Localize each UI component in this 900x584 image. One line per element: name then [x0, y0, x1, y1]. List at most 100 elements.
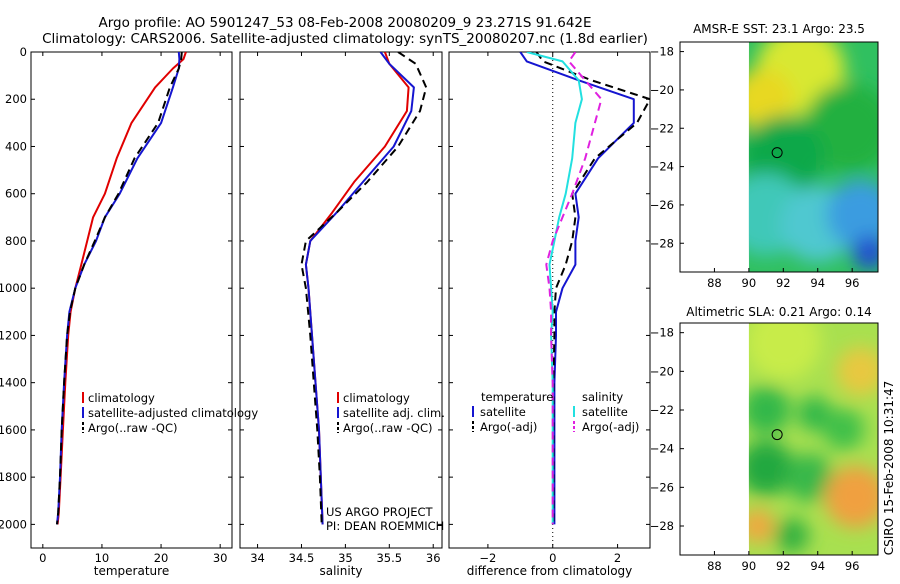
difference-legend-label: satellite [480, 405, 526, 419]
difference-series-temperature-satellite [519, 52, 635, 525]
sla_map-field-blob [748, 508, 775, 544]
difference-axes-frame [448, 51, 651, 549]
sst_map-ytick-label: −26 [650, 198, 674, 212]
timestamp-label: CSIRO 15-Feb-2008 10:31:47 [882, 381, 896, 556]
temperature-series-argo-raw-qc- [56, 52, 183, 525]
figure-title-line2: Climatology: CARS2006. Satellite-adjuste… [42, 31, 648, 47]
sla_map-title: Altimetric SLA: 0.21 Argo: 0.14 [686, 305, 871, 319]
temperature-ytick-label: 0 [20, 45, 27, 59]
salinity-legend-label: Argo(..raw -QC) [343, 421, 433, 435]
temperature-xtick-label: 30 [213, 551, 228, 565]
temperature-series-group [56, 52, 187, 525]
temperature-xtick-label: 0 [39, 551, 46, 565]
difference-xtick-label: 2 [614, 551, 621, 565]
temperature-xlabel: temperature [94, 564, 169, 578]
salinity-legend-label: climatology [343, 391, 410, 405]
temperature-legend-label: Argo(..raw -QC) [88, 421, 178, 435]
salinity-xtick-label: 34.5 [289, 551, 315, 565]
sst_map-ytick-label: −22 [650, 121, 674, 135]
sst_map-field-blobs [748, 42, 878, 271]
sst_map-xtick-label: 88 [707, 276, 722, 290]
temperature-ytick-label: 600 [5, 187, 27, 201]
sst_map-xtick-label: 92 [776, 276, 791, 290]
salinity-xtick-label: 34 [250, 551, 265, 565]
sla_map-xtick-label: 90 [742, 559, 757, 573]
sst_map-frame [679, 41, 879, 273]
sla_map-ytick-label: −26 [650, 480, 674, 494]
sla_map-field-blob [748, 323, 822, 381]
sst_map-xtick-label: 96 [845, 276, 860, 290]
sla_map-field-blobs [748, 323, 878, 553]
temperature-legend-label: climatology [88, 391, 155, 405]
difference-xtick-label: −2 [479, 551, 496, 565]
project-annotation: PI: DEAN ROEMMICH [326, 519, 444, 533]
sla_map-ytick-label: −22 [650, 403, 674, 417]
sla_map-ytick-label: −28 [650, 519, 674, 533]
temperature-ytick-label: 1400 [0, 376, 27, 390]
temperature-axes-frame [30, 51, 233, 549]
temperature-ytick-label: 400 [5, 139, 27, 153]
difference-legend-label: satellite [582, 405, 628, 419]
sst_map-xtick-label: 94 [810, 276, 825, 290]
difference-xlabel: difference from climatology [467, 564, 633, 578]
sla_map-field-blob [797, 396, 832, 432]
salinity-panel: 34 34.5 35 35.5 36 salinity climatologysatelli… [239, 51, 445, 578]
salinity-series-satellite [304, 52, 415, 525]
temperature-series-climatology [56, 52, 187, 525]
difference-legend-temperature-title: temperature [481, 390, 553, 404]
salinity-axes-frame [239, 51, 443, 549]
temperature-ytick-label: 2000 [0, 517, 27, 531]
sla_map-xtick-label: 88 [707, 559, 722, 573]
salinity-series-argo-raw-qc- [300, 52, 428, 525]
sla_map-panel: Altimetric SLA: 0.21 Argo: 0.14 88 90 92 94 9… [650, 305, 879, 573]
temperature-ytick-label: 1600 [0, 423, 27, 437]
difference-legend-salinity-title: salinity [582, 390, 623, 404]
sla_map-frame [679, 322, 879, 556]
sla_map-argo-marker [771, 429, 783, 441]
sst_map-field-blob [852, 235, 878, 271]
sla_map-xtick-label: 94 [810, 559, 825, 573]
sst_map-ytick-label: −18 [650, 45, 674, 59]
difference-series-salinity-argo-adj- [545, 52, 603, 525]
sst_map-xtick-label: 90 [742, 276, 757, 290]
sla_map-xtick-label: 96 [845, 559, 860, 573]
sla_map-ytick-label: −18 [650, 326, 674, 340]
temperature-ytick-label: 200 [5, 92, 27, 106]
difference-series-group [519, 52, 650, 525]
sst_map-ytick-label: −24 [650, 160, 674, 174]
sla_map-field-blob [824, 466, 878, 528]
sla_map-ytick-label: −20 [650, 364, 674, 378]
sla_map-field-blob [748, 385, 791, 435]
project-annotation: US ARGO PROJECT [326, 505, 434, 519]
sst_map-ytick-label: −28 [650, 236, 674, 250]
temperature-ytick-label: 1000 [0, 281, 27, 295]
sst_map-argo-marker [771, 147, 783, 159]
sla_map-field [748, 323, 878, 555]
temperature-xtick-label: 10 [95, 551, 110, 565]
sla_map-field-blob [836, 347, 878, 396]
sst_map-field [748, 42, 878, 272]
salinity-series-group [300, 52, 428, 525]
salinity-xtick-label: 36 [426, 551, 441, 565]
sst_map-ytick-label: −20 [650, 83, 674, 97]
sst_map-panel: AMSR-E SST: 23.1 Argo: 23.5 88 90 92 94 96 −18… [650, 22, 879, 290]
sst_map-title: AMSR-E SST: 23.1 Argo: 23.5 [693, 22, 865, 36]
sla_map-field-blob [785, 453, 834, 502]
sla_map-field-blob [748, 440, 794, 496]
sst_map-field-blob [826, 180, 878, 249]
salinity-legend-label: satellite adj. clim. [343, 406, 445, 420]
difference-legend-label: Argo(-adj) [480, 420, 537, 434]
temperature-panel: 0 10 20 30 0 200 400 600 800 1000 1200 1400 1600 1800… [0, 45, 258, 578]
difference-legend-label: Argo(-adj) [582, 420, 639, 434]
figure-title-line1: Argo profile: AO 5901247_53 08-Feb-2008 … [98, 15, 591, 31]
sla_map-xtick-label: 92 [776, 559, 791, 573]
sst_map-field-blob [748, 68, 794, 131]
temperature-xtick-label: 20 [154, 551, 169, 565]
temperature-legend-label: satellite-adjusted climatology [88, 406, 258, 420]
